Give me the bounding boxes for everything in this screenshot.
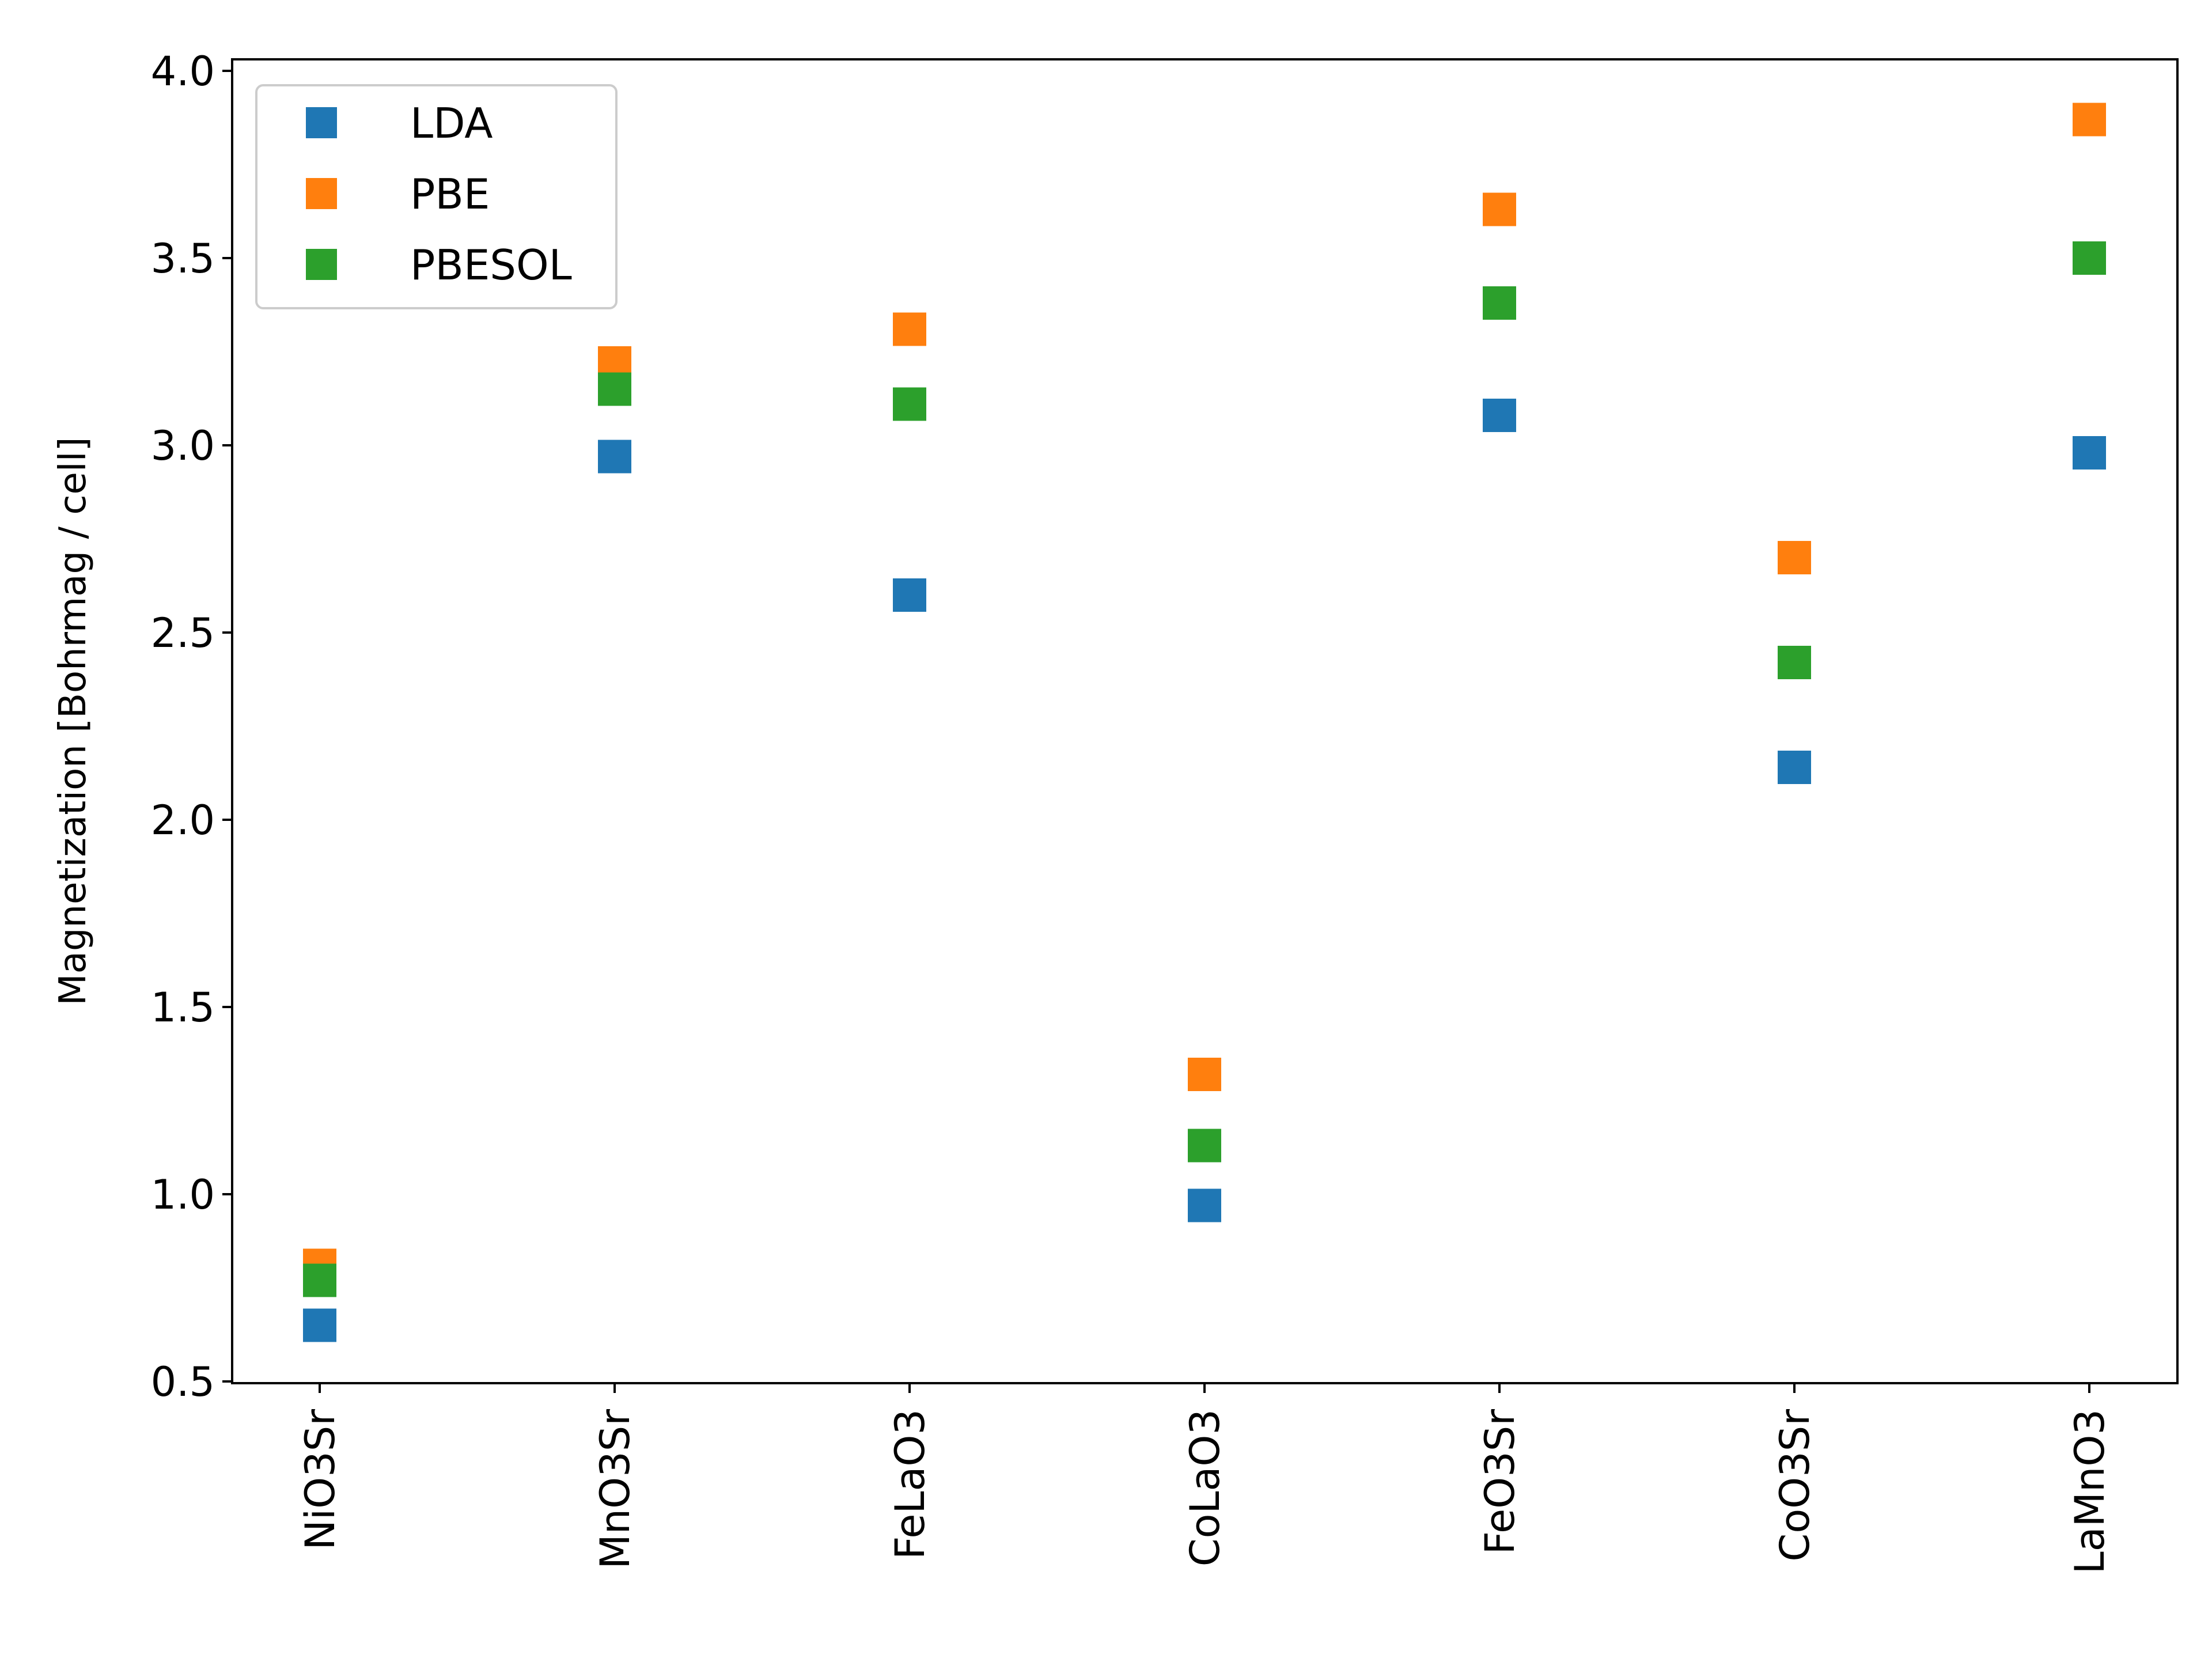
y-tick-label: 4.0 [151,48,215,95]
point-pbe-lamno3 [2073,103,2106,137]
legend-marker-pbesol [306,249,337,280]
point-lda-lamno3 [2073,436,2106,470]
point-pbesol-colao3 [1188,1129,1221,1163]
x-axis: NiO3Sr MnO3Sr FeLaO3 CoLaO3 FeO3Sr CoO3Sr LaMn… [297,1383,2113,1574]
y-tick-label: 1.0 [151,1171,215,1218]
point-pbe-colao3 [1188,1058,1221,1091]
legend-frame [255,84,618,309]
y-tick-label: 3.5 [151,235,215,282]
y-tick-label: 2.0 [151,797,215,844]
data-points [303,103,2106,1342]
point-pbe-coo3sr [1778,541,1811,574]
y-axis: 0.5 1.0 1.5 2.0 2.5 3.0 3.5 4.0 [151,48,232,1406]
legend: LDA PBE PBESOL [255,84,618,309]
x-tick-label: FeO3Sr [1476,1409,1524,1555]
point-pbesol-coo3sr [1778,646,1811,679]
x-tick-label: MnO3Sr [592,1409,639,1569]
point-pbe-felao3 [893,312,926,346]
x-tick-label: CoLaO3 [1181,1409,1229,1566]
point-pbesol-lamno3 [2073,241,2106,275]
point-lda-nio3sr [303,1308,336,1342]
point-lda-coo3sr [1778,751,1811,784]
point-pbe-feo3sr [1483,192,1516,226]
point-pbesol-nio3sr [303,1263,336,1297]
point-lda-colao3 [1188,1188,1221,1222]
x-tick-label: NiO3Sr [297,1409,344,1550]
legend-label-pbe: PBE [410,170,490,218]
point-lda-felao3 [893,578,926,612]
y-tick-label: 3.0 [151,422,215,470]
legend-marker-pbe [306,178,337,209]
x-tick-label: FeLaO3 [887,1409,934,1559]
y-axis-label: Magnetization [Bohrmag / cell] [52,437,94,1006]
point-lda-mno3sr [598,440,631,474]
y-tick-label: 2.5 [151,609,215,657]
x-tick-label: LaMnO3 [2066,1409,2113,1574]
x-tick-label: CoO3Sr [1771,1409,1819,1562]
point-lda-feo3sr [1483,399,1516,432]
legend-marker-lda [306,107,337,138]
legend-label-pbesol: PBESOL [410,241,572,289]
point-pbesol-mno3sr [598,372,631,406]
legend-label-lda: LDA [410,99,493,147]
point-pbesol-feo3sr [1483,286,1516,320]
point-pbesol-felao3 [893,387,926,421]
y-tick-label: 1.5 [151,984,215,1031]
y-tick-label: 0.5 [151,1358,215,1406]
